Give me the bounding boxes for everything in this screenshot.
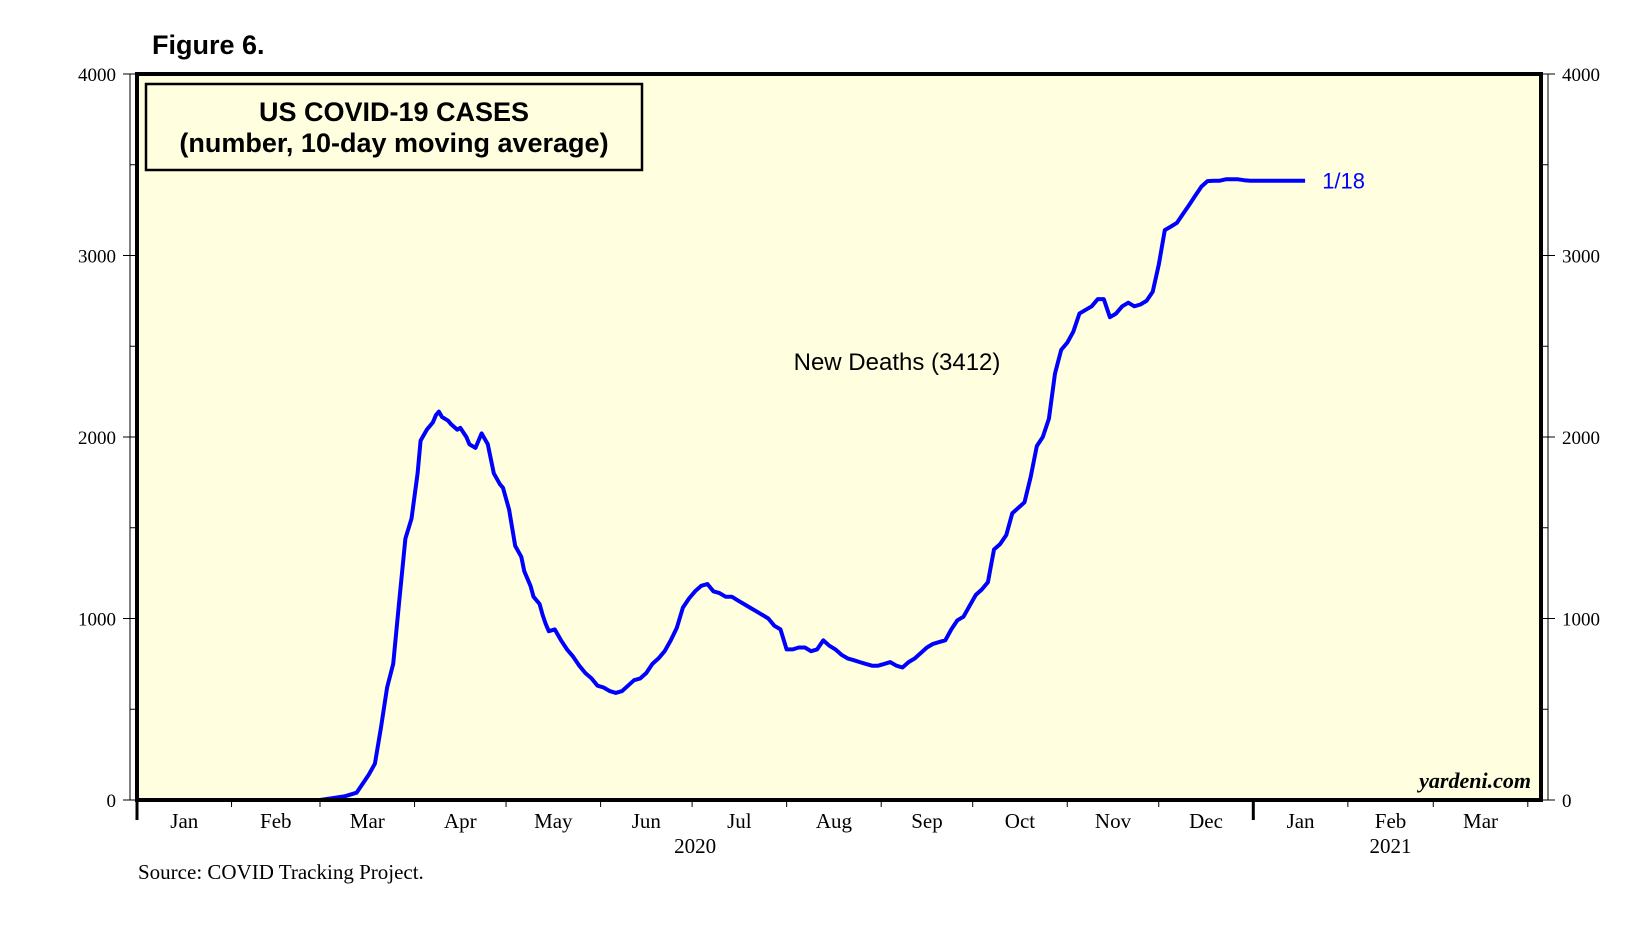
x-tick-label: Feb (1375, 809, 1407, 833)
y-tick-label-left: 4000 (78, 65, 116, 86)
y-tick-label-left: 1000 (78, 610, 116, 631)
figure-title: Figure 6. (152, 30, 265, 60)
x-tick-label: Sep (911, 809, 943, 833)
year-label: 2020 (674, 834, 716, 858)
x-tick-label: Apr (444, 809, 477, 833)
y-tick-label-left: 0 (107, 791, 117, 812)
right-axis: 0 1000 2000 3000 4000 (1541, 65, 1600, 812)
y-tick-label-left: 3000 (78, 247, 116, 268)
x-tick-label: Feb (260, 809, 292, 833)
x-tick-label: Jul (727, 809, 752, 833)
x-tick-label: Jun (632, 809, 662, 833)
x-tick-label: Mar (1463, 809, 1498, 833)
x-tick-label: Aug (816, 809, 853, 833)
series-annotation: New Deaths (3412) (794, 349, 1001, 376)
y-tick-label-right: 2000 (1562, 428, 1600, 449)
x-axis: Jan Feb Mar Apr May Jun Jul Aug Sep Oct Nov Dec Jan F… (135, 799, 1541, 858)
chart-subtitle: (number, 10-day moving average) (179, 128, 608, 158)
chart-title: US COVID-19 CASES (259, 97, 529, 127)
legend-box: US COVID-19 CASES (number, 10-day moving… (144, 82, 644, 172)
year-label: 2021 (1370, 834, 1412, 858)
source-note: Source: COVID Tracking Project. (138, 860, 424, 884)
y-tick-label-right: 0 (1562, 791, 1572, 812)
y-tick-label-right: 4000 (1562, 65, 1600, 86)
watermark: yardeni.com (1416, 768, 1531, 793)
x-tick-label: Jan (1287, 809, 1315, 833)
series-line-new-deaths (204, 177, 1306, 802)
plot-frame (135, 72, 1543, 802)
x-tick-label: Nov (1095, 809, 1132, 833)
y-tick-label-right: 1000 (1562, 610, 1600, 631)
x-tick-label: Dec (1189, 809, 1223, 833)
end-date-label: 1/18 (1322, 169, 1365, 194)
legend-frame (144, 82, 644, 172)
x-tick-label: Jan (170, 809, 198, 833)
plot-area (137, 74, 1541, 800)
left-axis: 0 1000 2000 3000 4000 (78, 65, 137, 812)
y-tick-label-left: 2000 (78, 428, 116, 449)
y-tick-label-right: 3000 (1562, 247, 1600, 268)
x-tick-label: Oct (1005, 809, 1035, 833)
x-tick-label: Mar (350, 809, 385, 833)
x-tick-label: May (534, 809, 573, 833)
